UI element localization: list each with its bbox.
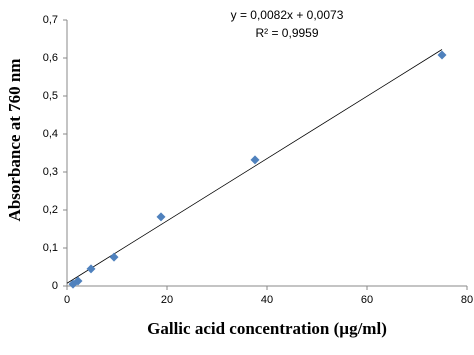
y-tick-label: 0,1 <box>43 242 58 254</box>
point <box>250 155 260 165</box>
y-tick-label: 0,3 <box>43 166 58 178</box>
point <box>437 50 447 60</box>
x-tick-label: 60 <box>361 294 373 306</box>
equation: y = 0,0082x + 0,0073 <box>231 8 344 22</box>
y-tick-label: 0,2 <box>43 204 58 216</box>
trendline <box>66 49 443 284</box>
x-tick-label: 20 <box>161 294 173 306</box>
y-tick-label: 0,6 <box>43 52 58 64</box>
x-axis-title: Gallic acid concentration (µg/ml) <box>147 319 387 338</box>
y-tick-label: 0,7 <box>43 14 58 26</box>
point <box>156 212 166 222</box>
r-squared: R² = 0,9959 <box>255 26 318 40</box>
x-tick-label: 80 <box>461 294 473 306</box>
y-tick-label: 0,5 <box>43 90 58 102</box>
y-axis-title: Absorbance at 760 nm <box>5 59 24 222</box>
point <box>109 252 119 262</box>
x-tick-label: 40 <box>261 294 273 306</box>
point <box>86 264 96 274</box>
y-tick-label: 0 <box>52 280 58 292</box>
x-tick-label: 0 <box>64 294 70 306</box>
y-tick-label: 0,4 <box>43 128 58 140</box>
point <box>73 276 83 286</box>
